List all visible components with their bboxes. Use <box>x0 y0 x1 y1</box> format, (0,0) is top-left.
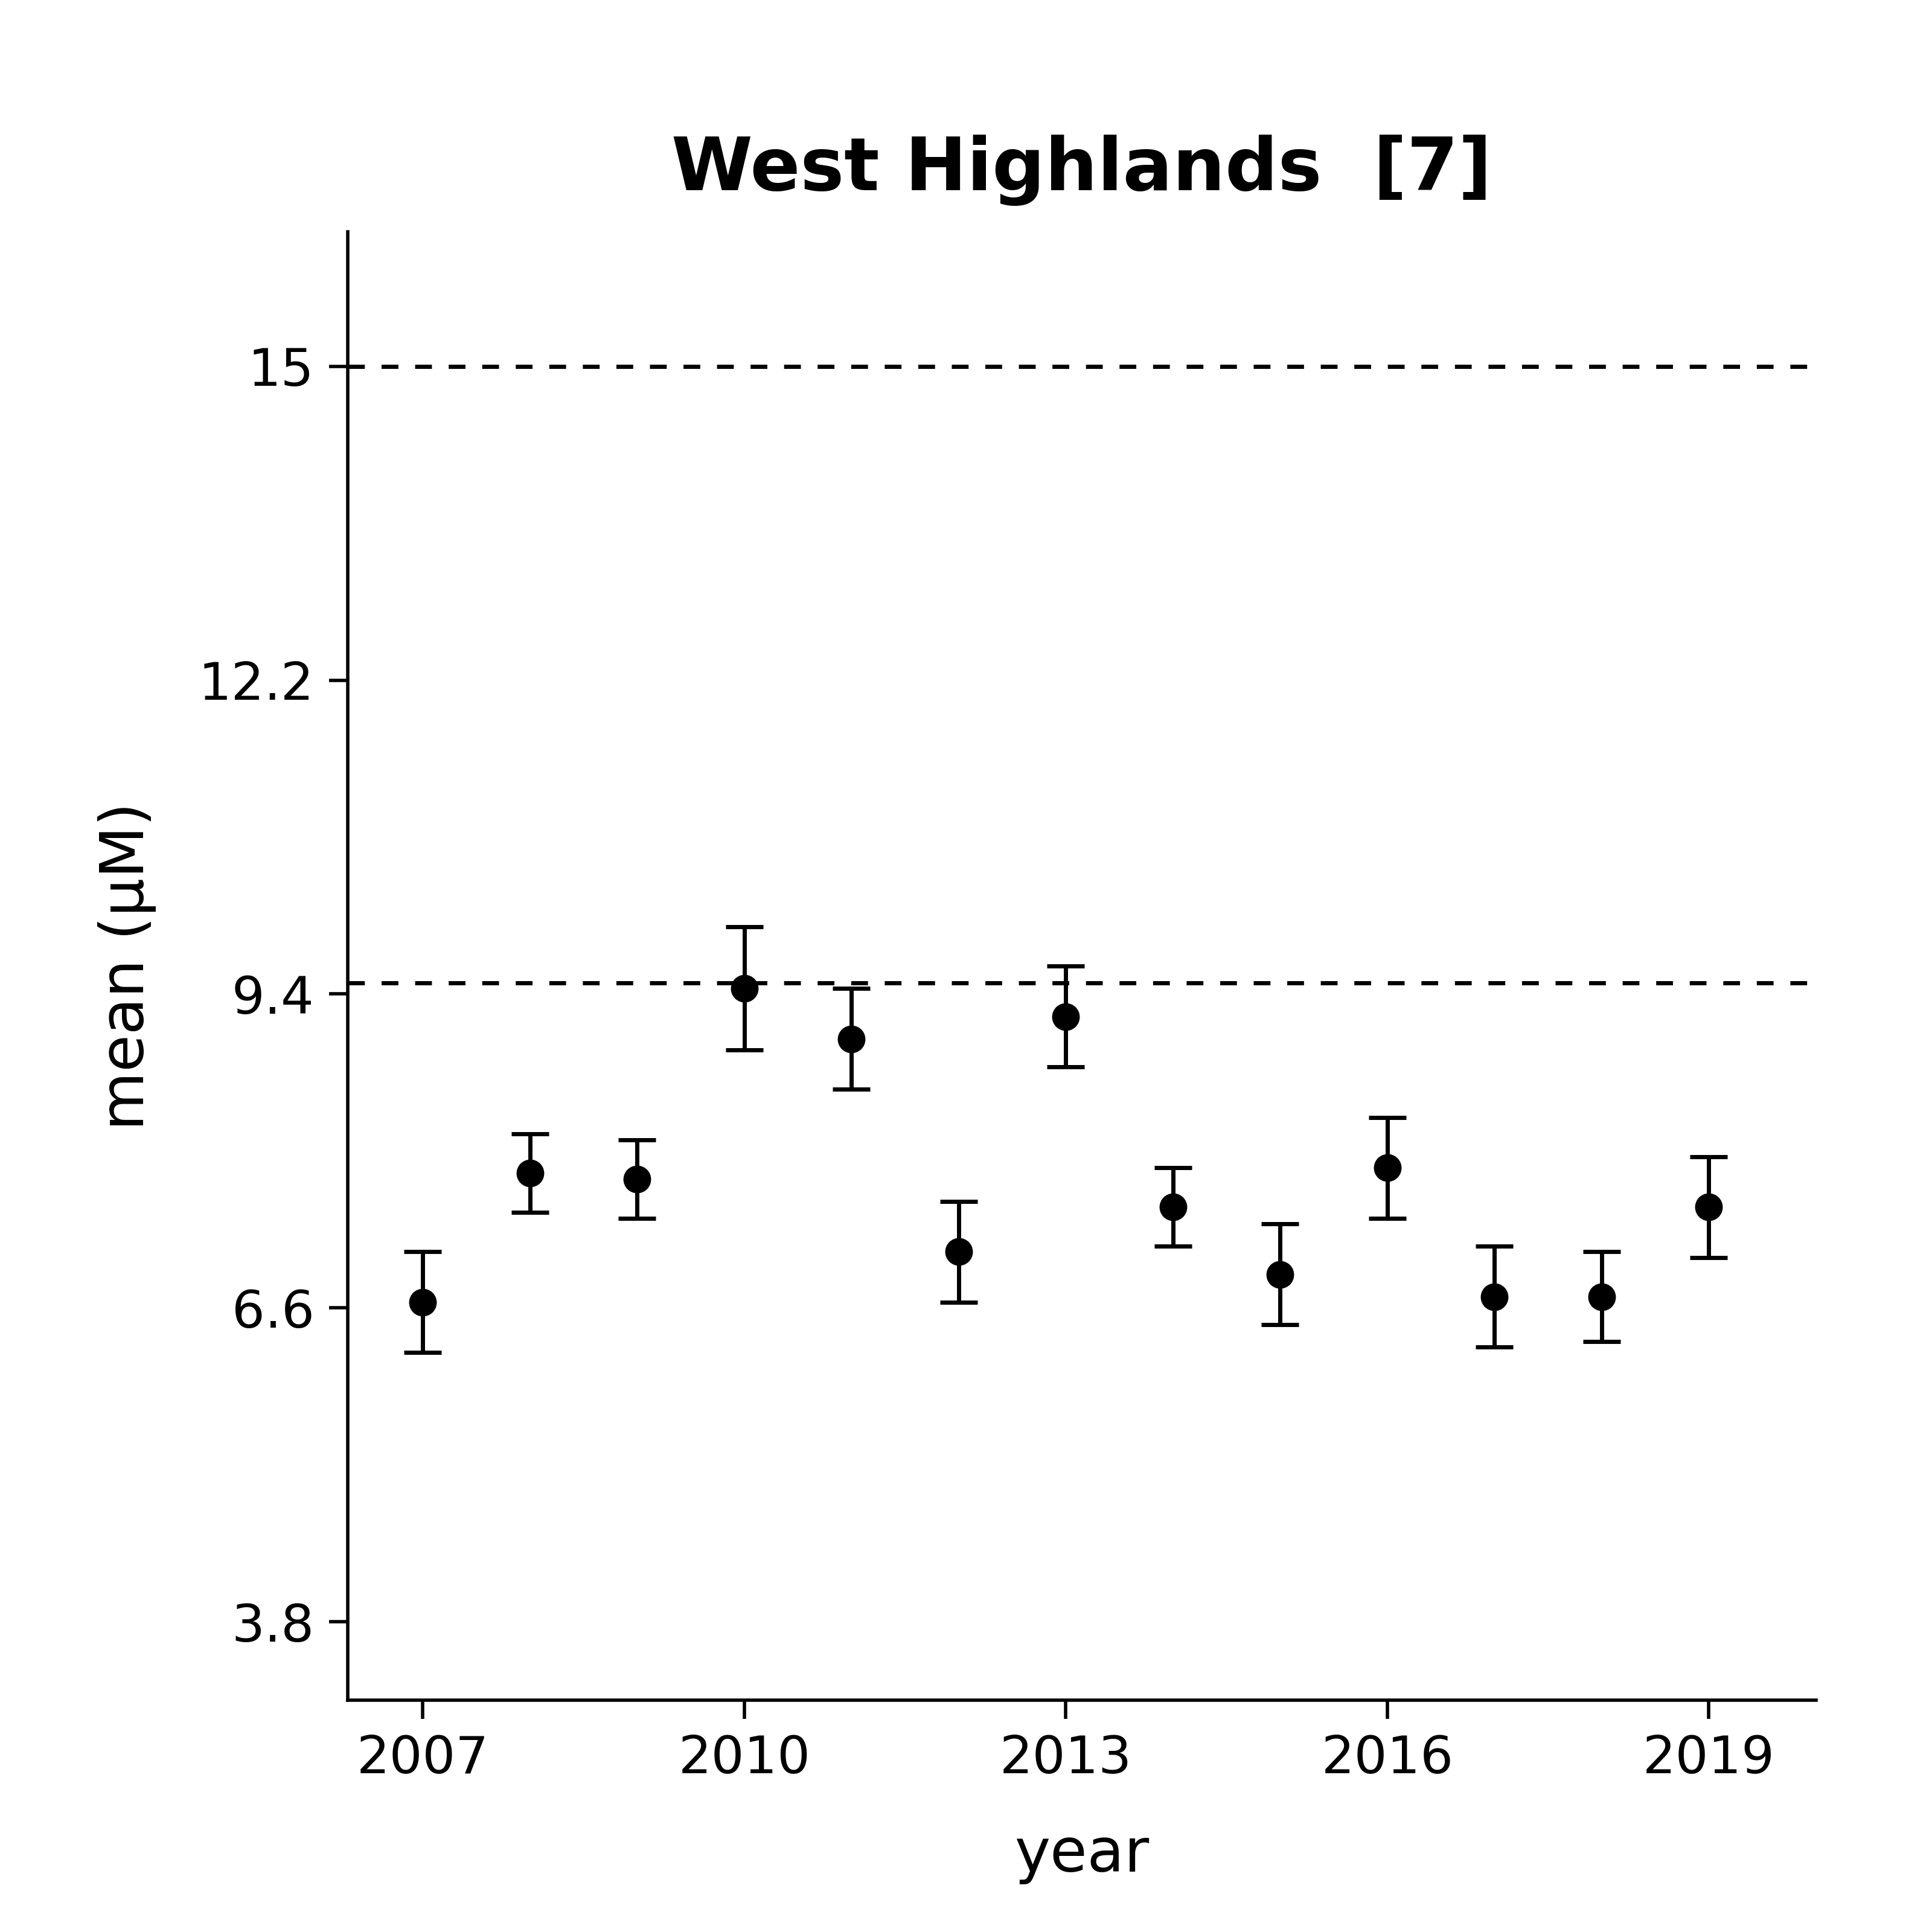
Y-axis label: mean (μM): mean (μM) <box>99 802 156 1130</box>
X-axis label: year: year <box>1014 1826 1150 1884</box>
Title: West Highlands  [7]: West Highlands [7] <box>672 135 1492 205</box>
